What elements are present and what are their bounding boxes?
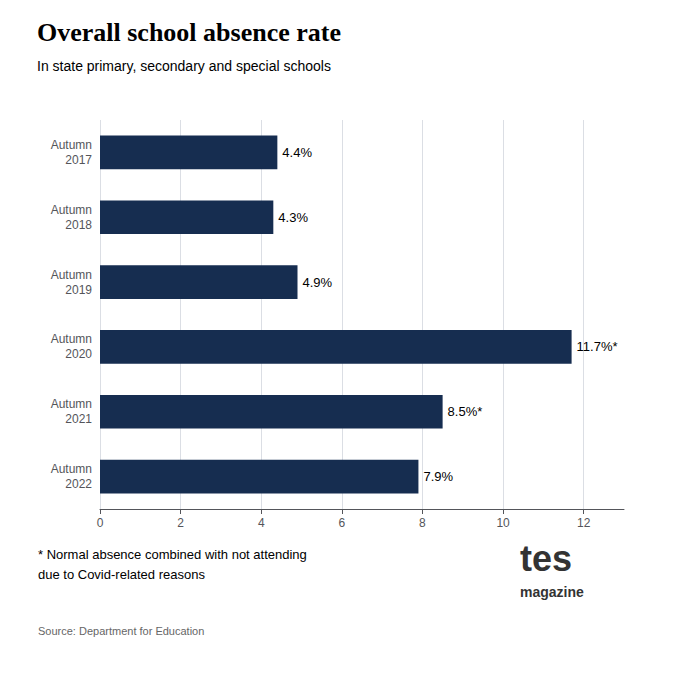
svg-text:12: 12 [577, 516, 591, 530]
svg-text:4.4%: 4.4% [282, 145, 312, 160]
svg-text:Autumn: Autumn [51, 268, 92, 282]
svg-text:2017: 2017 [65, 153, 92, 167]
svg-text:2021: 2021 [65, 412, 92, 426]
svg-text:6: 6 [339, 516, 346, 530]
svg-text:7.9%: 7.9% [423, 469, 453, 484]
svg-text:2: 2 [177, 516, 184, 530]
svg-text:4.3%: 4.3% [278, 210, 308, 225]
svg-text:Overall school absence rate: Overall school absence rate [37, 18, 341, 47]
svg-text:2019: 2019 [65, 283, 92, 297]
svg-text:In state primary, secondary an: In state primary, secondary and special … [37, 58, 331, 74]
svg-text:tes: tes [520, 538, 572, 579]
svg-text:Autumn: Autumn [51, 203, 92, 217]
svg-text:Autumn: Autumn [51, 332, 92, 346]
svg-text:2020: 2020 [65, 347, 92, 361]
svg-text:* Normal absence combined with: * Normal absence combined with not atten… [38, 547, 307, 562]
svg-text:4.9%: 4.9% [303, 275, 333, 290]
svg-text:Autumn: Autumn [51, 397, 92, 411]
svg-text:2022: 2022 [65, 477, 92, 491]
svg-text:magazine: magazine [520, 584, 584, 600]
svg-text:8: 8 [419, 516, 426, 530]
svg-text:Source: Department for Educati: Source: Department for Education [38, 625, 204, 637]
svg-text:4: 4 [258, 516, 265, 530]
svg-text:Autumn: Autumn [51, 138, 92, 152]
svg-text:2018: 2018 [65, 218, 92, 232]
svg-text:Autumn: Autumn [51, 462, 92, 476]
svg-text:10: 10 [496, 516, 510, 530]
svg-text:due to Covid-related reasons: due to Covid-related reasons [38, 567, 205, 582]
svg-text:11.7%*: 11.7%* [577, 339, 618, 354]
svg-text:0: 0 [97, 516, 104, 530]
svg-text:8.5%*: 8.5%* [448, 404, 483, 419]
